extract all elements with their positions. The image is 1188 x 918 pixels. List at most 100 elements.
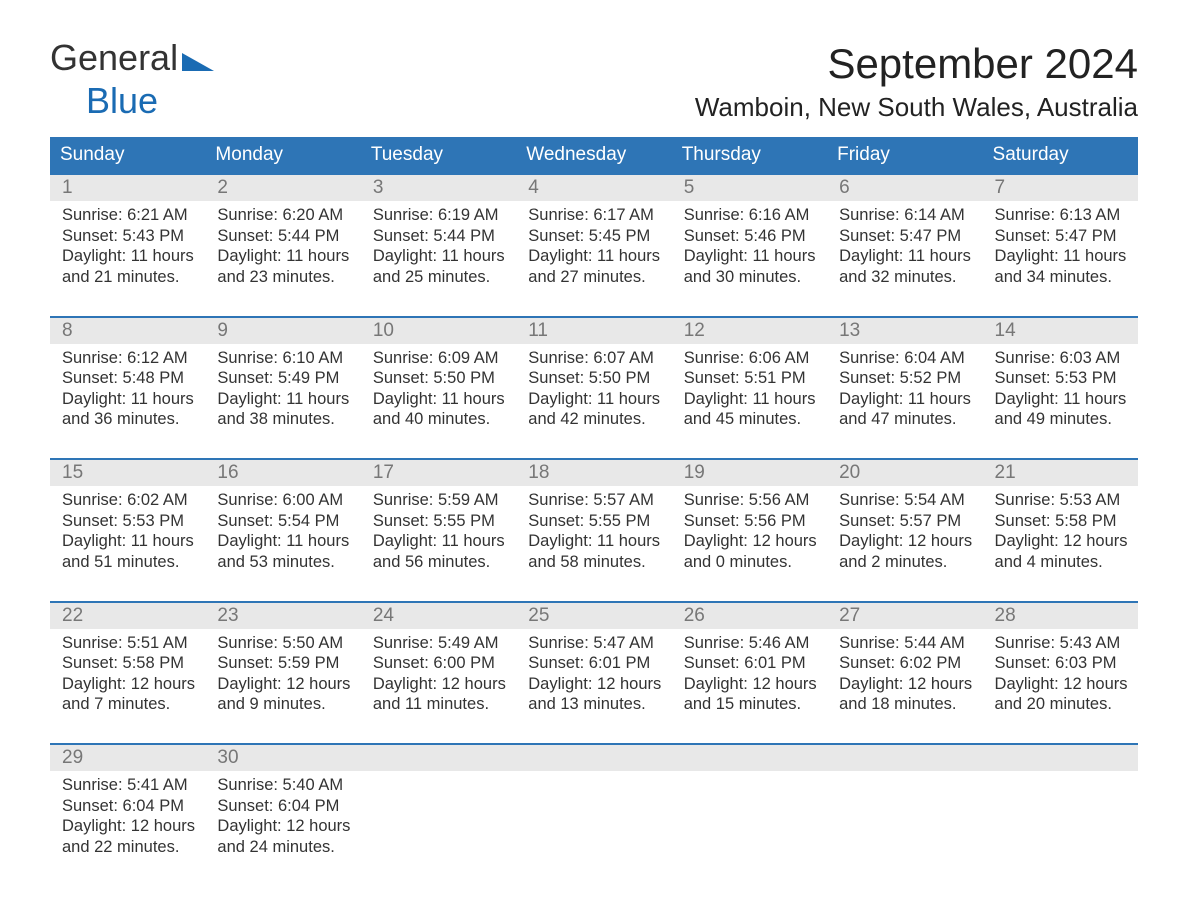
day-details: Sunrise: 5:53 AMSunset: 5:58 PMDaylight:… <box>991 490 1130 573</box>
sunset-line: Sunset: 5:53 PM <box>995 368 1130 389</box>
weekday-header-row: SundayMondayTuesdayWednesdayThursdayFrid… <box>50 137 1138 173</box>
sunrise-line: Sunrise: 5:50 AM <box>217 633 352 654</box>
sunrise-line: Sunrise: 5:40 AM <box>217 775 352 796</box>
sunset-line: Sunset: 6:00 PM <box>373 653 508 674</box>
sunrise-line: Sunrise: 6:10 AM <box>217 348 352 369</box>
day-details: Sunrise: 6:20 AMSunset: 5:44 PMDaylight:… <box>213 205 352 288</box>
daylight-line: Daylight: 11 hours and 30 minutes. <box>684 246 819 287</box>
daylight-line: Daylight: 12 hours and 13 minutes. <box>528 674 663 715</box>
calendar-week: 29Sunrise: 5:41 AMSunset: 6:04 PMDayligh… <box>50 743 1138 874</box>
daylight-line: Daylight: 12 hours and 2 minutes. <box>839 531 974 572</box>
daylight-line: Daylight: 11 hours and 58 minutes. <box>528 531 663 572</box>
day-details: Sunrise: 6:21 AMSunset: 5:43 PMDaylight:… <box>58 205 197 288</box>
sunset-line: Sunset: 5:45 PM <box>528 226 663 247</box>
day-number: 12 <box>676 320 705 341</box>
sunset-line: Sunset: 6:04 PM <box>62 796 197 817</box>
day-details: Sunrise: 6:09 AMSunset: 5:50 PMDaylight:… <box>369 348 508 431</box>
calendar-day: 22Sunrise: 5:51 AMSunset: 5:58 PMDayligh… <box>50 603 205 732</box>
day-number: 13 <box>831 320 860 341</box>
sunset-line: Sunset: 5:55 PM <box>373 511 508 532</box>
sunrise-line: Sunrise: 5:59 AM <box>373 490 508 511</box>
sunset-line: Sunset: 6:02 PM <box>839 653 974 674</box>
sunset-line: Sunset: 5:56 PM <box>684 511 819 532</box>
day-number: 2 <box>209 177 228 198</box>
logo: General <box>50 40 214 76</box>
day-number: 28 <box>987 605 1016 626</box>
calendar-day: 23Sunrise: 5:50 AMSunset: 5:59 PMDayligh… <box>205 603 360 732</box>
calendar-day: 11Sunrise: 6:07 AMSunset: 5:50 PMDayligh… <box>516 318 671 447</box>
day-number: 14 <box>987 320 1016 341</box>
calendar-day: 7Sunrise: 6:13 AMSunset: 5:47 PMDaylight… <box>983 175 1138 304</box>
weekday-header: Thursday <box>672 137 827 173</box>
calendar-day <box>983 745 1138 874</box>
calendar-day: 2 Sunrise: 6:20 AMSunset: 5:44 PMDaylight… <box>205 175 360 304</box>
sunrise-line: Sunrise: 6:04 AM <box>839 348 974 369</box>
calendar-day: 14Sunrise: 6:03 AMSunset: 5:53 PMDayligh… <box>983 318 1138 447</box>
day-details: Sunrise: 6:14 AMSunset: 5:47 PMDaylight:… <box>835 205 974 288</box>
logo-text-2: Blue <box>86 83 158 119</box>
daylight-line: Daylight: 11 hours and 42 minutes. <box>528 389 663 430</box>
day-details: Sunrise: 6:02 AMSunset: 5:53 PMDaylight:… <box>58 490 197 573</box>
day-details: Sunrise: 5:54 AMSunset: 5:57 PMDaylight:… <box>835 490 974 573</box>
sunrise-line: Sunrise: 5:56 AM <box>684 490 819 511</box>
sunrise-line: Sunrise: 6:14 AM <box>839 205 974 226</box>
sunset-line: Sunset: 5:50 PM <box>528 368 663 389</box>
calendar-day: 1 Sunrise: 6:21 AMSunset: 5:43 PMDaylight… <box>50 175 205 304</box>
calendar-day: 4Sunrise: 6:17 AMSunset: 5:45 PMDaylight… <box>516 175 671 304</box>
day-number <box>520 747 533 768</box>
day-details: Sunrise: 6:17 AMSunset: 5:45 PMDaylight:… <box>524 205 663 288</box>
sunset-line: Sunset: 6:03 PM <box>995 653 1130 674</box>
daylight-line: Daylight: 12 hours and 7 minutes. <box>62 674 197 715</box>
day-details: Sunrise: 5:40 AMSunset: 6:04 PMDaylight:… <box>213 775 352 858</box>
calendar-day: 17Sunrise: 5:59 AMSunset: 5:55 PMDayligh… <box>361 460 516 589</box>
daylight-line: Daylight: 11 hours and 34 minutes. <box>995 246 1130 287</box>
sunset-line: Sunset: 5:51 PM <box>684 368 819 389</box>
daylight-line: Daylight: 11 hours and 47 minutes. <box>839 389 974 430</box>
sunset-line: Sunset: 6:04 PM <box>217 796 352 817</box>
sunrise-line: Sunrise: 6:16 AM <box>684 205 819 226</box>
sunset-line: Sunset: 5:54 PM <box>217 511 352 532</box>
day-details: Sunrise: 5:43 AMSunset: 6:03 PMDaylight:… <box>991 633 1130 716</box>
daylight-line: Daylight: 11 hours and 36 minutes. <box>62 389 197 430</box>
day-details: Sunrise: 6:10 AMSunset: 5:49 PMDaylight:… <box>213 348 352 431</box>
daylight-line: Daylight: 11 hours and 25 minutes. <box>373 246 508 287</box>
day-number: 6 <box>831 177 850 198</box>
daylight-line: Daylight: 11 hours and 21 minutes. <box>62 246 197 287</box>
calendar-day: 26Sunrise: 5:46 AMSunset: 6:01 PMDayligh… <box>672 603 827 732</box>
sunrise-line: Sunrise: 6:07 AM <box>528 348 663 369</box>
sunrise-line: Sunrise: 5:46 AM <box>684 633 819 654</box>
logo-text-1: General <box>50 40 178 76</box>
day-number: 19 <box>676 462 705 483</box>
calendar-day: 10Sunrise: 6:09 AMSunset: 5:50 PMDayligh… <box>361 318 516 447</box>
day-number: 9 <box>209 320 228 341</box>
day-details: Sunrise: 6:00 AMSunset: 5:54 PMDaylight:… <box>213 490 352 573</box>
day-details: Sunrise: 6:04 AMSunset: 5:52 PMDaylight:… <box>835 348 974 431</box>
day-number: 5 <box>676 177 695 198</box>
weekday-header: Monday <box>205 137 360 173</box>
day-number: 20 <box>831 462 860 483</box>
daylight-line: Daylight: 11 hours and 49 minutes. <box>995 389 1130 430</box>
daylight-line: Daylight: 11 hours and 27 minutes. <box>528 246 663 287</box>
sunrise-line: Sunrise: 5:49 AM <box>373 633 508 654</box>
daylight-line: Daylight: 12 hours and 18 minutes. <box>839 674 974 715</box>
day-details: Sunrise: 5:49 AMSunset: 6:00 PMDaylight:… <box>369 633 508 716</box>
sunrise-line: Sunrise: 6:12 AM <box>62 348 197 369</box>
day-number: 1 <box>54 177 73 198</box>
calendar-day: 8Sunrise: 6:12 AMSunset: 5:48 PMDaylight… <box>50 318 205 447</box>
sunset-line: Sunset: 5:49 PM <box>217 368 352 389</box>
weekday-header: Sunday <box>50 137 205 173</box>
day-number <box>987 747 1000 768</box>
sunrise-line: Sunrise: 5:44 AM <box>839 633 974 654</box>
sunset-line: Sunset: 5:55 PM <box>528 511 663 532</box>
sunrise-line: Sunrise: 6:00 AM <box>217 490 352 511</box>
day-details: Sunrise: 5:46 AMSunset: 6:01 PMDaylight:… <box>680 633 819 716</box>
day-number: 25 <box>520 605 549 626</box>
day-number: 30 <box>209 747 238 768</box>
sunset-line: Sunset: 5:44 PM <box>373 226 508 247</box>
sunrise-line: Sunrise: 6:19 AM <box>373 205 508 226</box>
day-number: 7 <box>987 177 1006 198</box>
calendar-day: 28 Sunrise: 5:43 AMSunset: 6:03 PMDayligh… <box>983 603 1138 732</box>
day-details: Sunrise: 6:16 AMSunset: 5:46 PMDaylight:… <box>680 205 819 288</box>
sunset-line: Sunset: 5:50 PM <box>373 368 508 389</box>
day-number: 17 <box>365 462 394 483</box>
